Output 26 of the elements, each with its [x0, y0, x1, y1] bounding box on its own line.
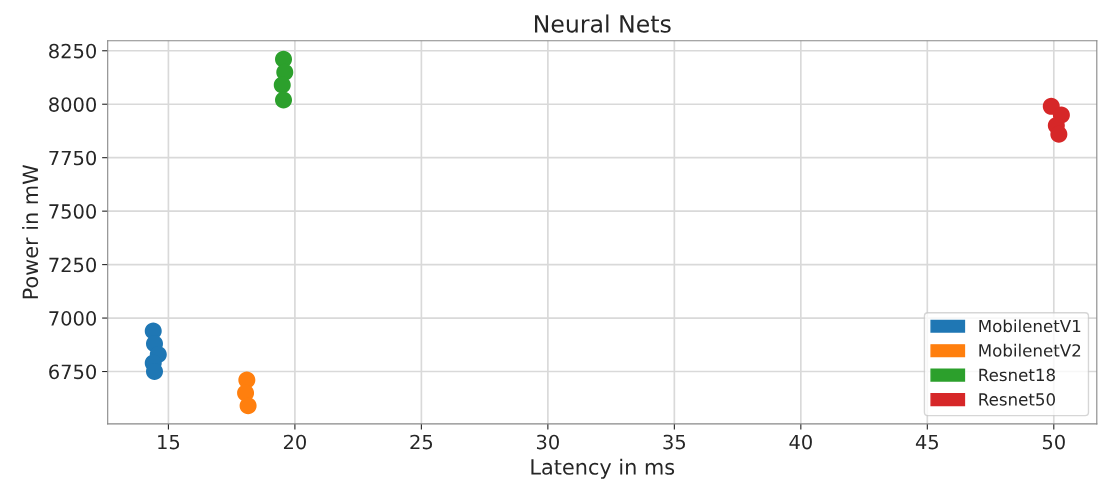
x-tick-label: 15 — [158, 434, 180, 450]
x-tick-label: 25 — [410, 434, 433, 450]
x-tick-label: 40 — [789, 434, 812, 450]
point — [275, 91, 293, 109]
point — [273, 76, 291, 94]
point — [239, 397, 257, 415]
y-tick-label: 7250 — [49, 257, 96, 273]
legend-label: Resnet50 — [979, 393, 1055, 406]
point — [1050, 125, 1068, 143]
x-tick-label: 20 — [283, 434, 306, 450]
y-tick-label: 8000 — [49, 97, 96, 112]
legend-label: MobilenetV2 — [979, 343, 1081, 357]
y-tick-label: 6750 — [49, 364, 96, 380]
y-tick-label: 7500 — [49, 204, 96, 219]
x-tick-label: 50 — [1042, 434, 1065, 450]
y-tick-label: 8250 — [49, 43, 96, 59]
y-tick-label: 7000 — [49, 311, 96, 326]
chart-title: Neural Nets — [535, 14, 671, 33]
x-tick-label: 35 — [663, 434, 686, 450]
x-tick-label: 30 — [536, 434, 559, 450]
y-tick-label: 7750 — [49, 150, 96, 166]
y-axis-title: Power in mW — [22, 164, 39, 299]
legend-label: Resnet18 — [979, 368, 1055, 382]
legend-label: MobilenetV1 — [979, 319, 1081, 333]
x-axis-title: Latency in ms — [531, 458, 675, 479]
x-tick-label: 45 — [915, 434, 938, 450]
